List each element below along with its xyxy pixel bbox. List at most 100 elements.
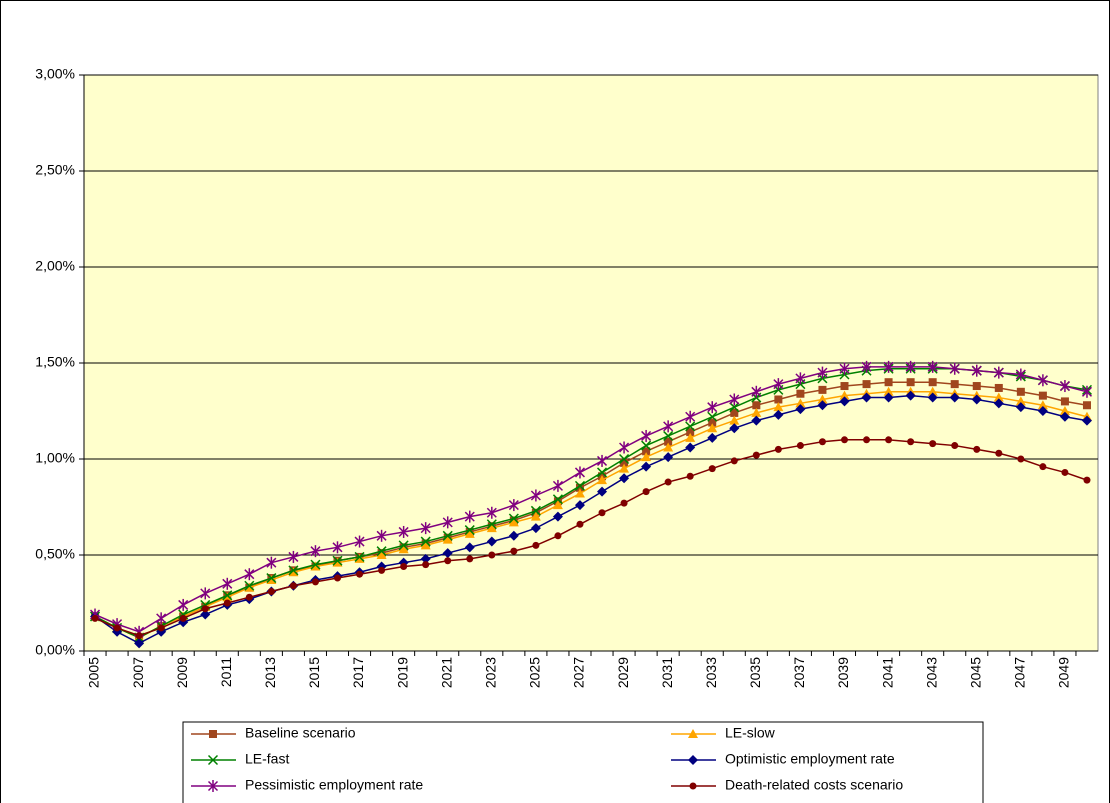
marker <box>795 398 806 408</box>
marker <box>641 452 652 462</box>
marker <box>773 402 784 412</box>
marker <box>708 465 716 473</box>
marker <box>311 578 319 586</box>
marker <box>883 392 894 403</box>
x-tick-label: 2027 <box>571 657 587 688</box>
marker <box>552 494 563 505</box>
marker <box>135 632 143 640</box>
marker-stroke <box>574 480 586 491</box>
marker <box>620 499 628 507</box>
marker <box>508 530 519 541</box>
marker-stroke <box>596 467 608 478</box>
marker <box>752 451 760 459</box>
marker <box>795 372 806 385</box>
marker <box>973 445 981 453</box>
marker <box>356 570 364 578</box>
series-line <box>94 394 1088 645</box>
x-tick-label: 2007 <box>130 657 146 688</box>
marker <box>376 550 387 559</box>
marker <box>310 545 321 558</box>
x-tick-label: 2029 <box>615 657 631 688</box>
marker <box>707 432 718 443</box>
marker-stroke <box>552 494 563 505</box>
x-tick-label: 2023 <box>483 657 499 688</box>
marker <box>222 577 233 590</box>
marker-stroke <box>442 530 453 541</box>
marker <box>995 449 1003 457</box>
marker <box>596 467 608 478</box>
marker <box>1081 385 1093 398</box>
marker <box>422 561 430 569</box>
marker <box>178 598 189 611</box>
marker <box>597 486 608 497</box>
marker <box>906 378 915 387</box>
marker <box>576 520 584 528</box>
legend-label: Pessimistic employment rate <box>245 777 423 793</box>
marker <box>508 517 519 527</box>
marker <box>223 599 231 607</box>
marker <box>928 378 937 387</box>
marker <box>663 442 674 452</box>
marker <box>685 421 696 432</box>
marker <box>708 418 717 427</box>
marker-stroke <box>486 519 497 530</box>
marker <box>598 509 606 517</box>
x-tick-label: 2045 <box>967 657 983 688</box>
marker <box>266 556 277 569</box>
marker <box>310 561 321 571</box>
y-tick-label: 1,00% <box>35 450 75 466</box>
series-line <box>94 381 1088 639</box>
marker <box>134 638 145 649</box>
y-tick-label: 0,50% <box>35 546 75 562</box>
x-tick-label: 2021 <box>438 657 454 688</box>
marker <box>1039 463 1047 471</box>
marker <box>157 624 165 632</box>
marker <box>729 423 740 434</box>
marker <box>686 428 695 437</box>
marker <box>552 500 563 510</box>
marker <box>1037 406 1048 416</box>
marker <box>156 612 167 625</box>
marker <box>927 360 938 373</box>
marker <box>442 516 453 529</box>
marker <box>993 366 1004 379</box>
marker <box>951 442 959 450</box>
marker <box>817 366 828 379</box>
marker <box>222 590 233 601</box>
marker <box>288 550 299 563</box>
marker-stroke <box>619 453 630 465</box>
marker <box>266 573 277 584</box>
marker <box>949 362 960 375</box>
marker <box>1059 406 1070 415</box>
x-tick-label: 2033 <box>703 657 719 688</box>
marker <box>332 557 343 567</box>
marker <box>552 511 563 522</box>
marker-stroke <box>508 513 519 524</box>
marker <box>818 438 826 446</box>
x-tick-label: 2047 <box>1012 657 1028 688</box>
marker <box>685 442 696 453</box>
legend-label: LE-fast <box>245 751 289 767</box>
marker-stroke <box>707 411 718 422</box>
series-line <box>94 366 1088 633</box>
marker <box>1015 402 1026 413</box>
marker <box>1060 397 1069 406</box>
marker <box>620 458 629 467</box>
marker <box>993 398 1004 409</box>
marker <box>905 390 916 401</box>
marker <box>209 730 217 738</box>
marker <box>420 522 431 535</box>
marker <box>267 587 275 595</box>
marker <box>993 392 1004 402</box>
y-tick-label: 2,50% <box>35 162 75 178</box>
marker <box>773 409 784 420</box>
marker-stroke <box>398 540 409 551</box>
marker <box>354 551 365 562</box>
marker-stroke <box>332 555 343 566</box>
marker <box>244 580 255 591</box>
x-tick-label: 2039 <box>835 657 851 688</box>
marker <box>971 394 982 405</box>
marker <box>1059 380 1070 393</box>
